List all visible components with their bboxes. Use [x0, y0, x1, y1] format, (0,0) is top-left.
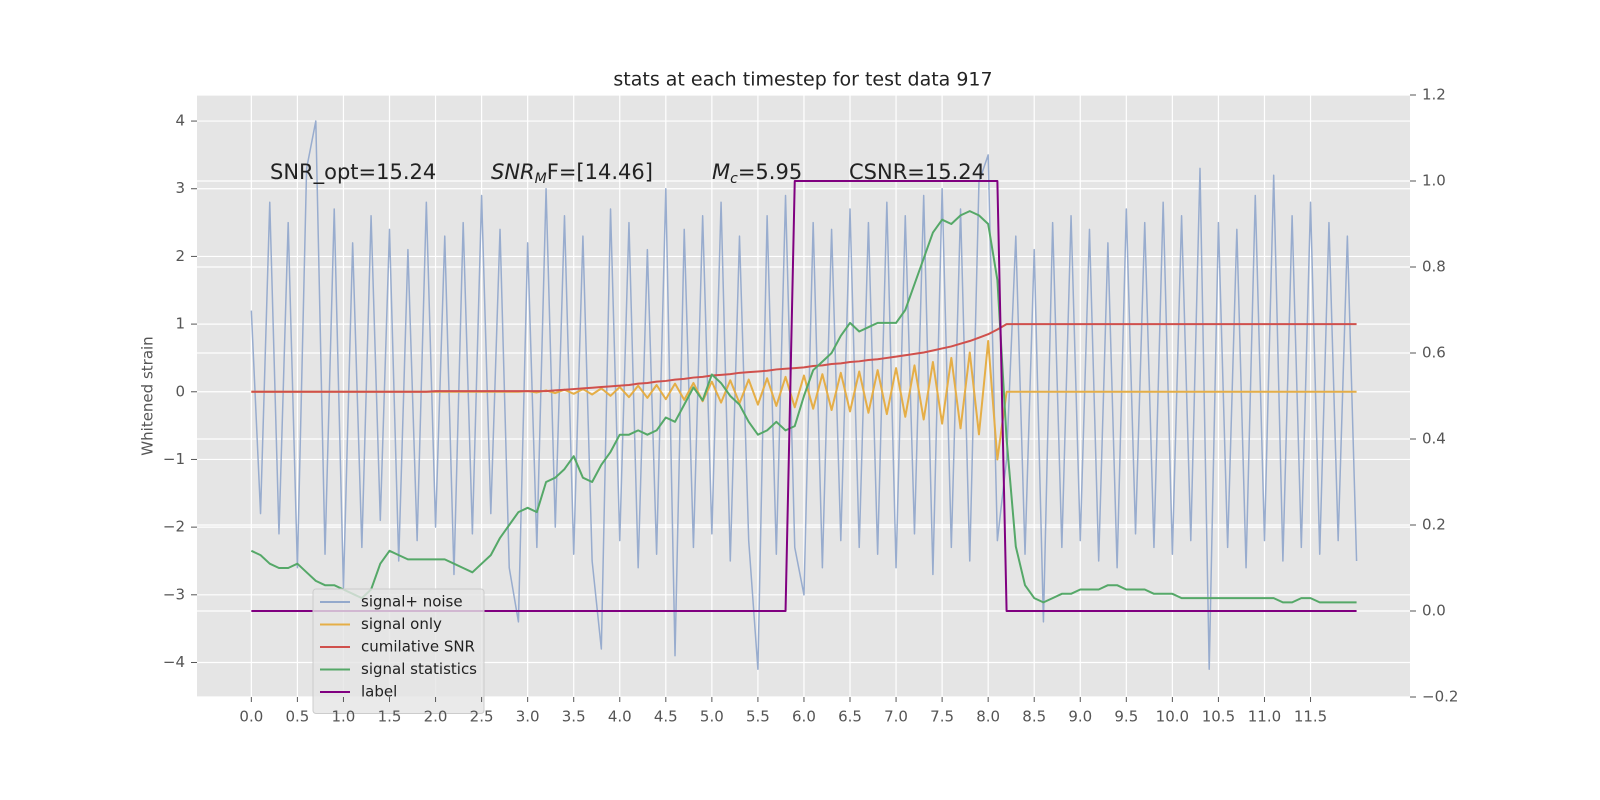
x-tick-label: 3.0: [516, 708, 540, 726]
x-tick-label: 7.0: [884, 708, 908, 726]
x-tick-label: 8.5: [1022, 708, 1046, 726]
x-tick-label: 0.0: [239, 708, 263, 726]
y-tick-label: 1: [175, 315, 185, 333]
x-tick-label: 10.0: [1156, 708, 1189, 726]
x-tick-label: 7.5: [930, 708, 954, 726]
y2-tick-label: 0.8: [1422, 258, 1446, 276]
x-tick-label: 1.5: [378, 708, 402, 726]
annotation: SNR_opt=15.24: [270, 160, 436, 185]
x-tick-label: 9.0: [1068, 708, 1092, 726]
x-tick-label: 2.0: [424, 708, 448, 726]
y2-tick-label: 0.4: [1422, 430, 1446, 448]
y-tick-label: 0: [175, 382, 185, 400]
legend-box: [312, 588, 485, 714]
legend-label: signal+ noise: [361, 593, 463, 611]
y2-tick-label: −0.2: [1422, 688, 1458, 706]
x-tick-label: 11.5: [1294, 708, 1327, 726]
annotation-part: =5.95: [738, 160, 802, 184]
y2-tick-label: 1.0: [1422, 172, 1446, 190]
legend-label: label: [361, 683, 397, 701]
annotation: SNRMF=[14.46]: [491, 160, 653, 187]
y-tick-label: −3: [163, 585, 185, 603]
x-tick-label: 6.5: [838, 708, 862, 726]
annotation-part: c: [730, 171, 738, 187]
x-tick-label: 2.5: [470, 708, 494, 726]
legend-label: cumilative SNR: [361, 638, 475, 656]
x-tick-label: 5.0: [700, 708, 724, 726]
legend-label: signal statistics: [361, 660, 477, 678]
y-tick-label: −2: [163, 518, 185, 536]
x-tick-label: 0.5: [285, 708, 309, 726]
y-tick-label: 4: [175, 112, 185, 130]
y2-tick-label: 1.2: [1422, 86, 1446, 104]
y-tick-label: 3: [175, 179, 185, 197]
y-tick-label: −4: [163, 653, 185, 671]
x-tick-label: 4.5: [654, 708, 678, 726]
y2-tick-label: 0.6: [1422, 344, 1446, 362]
annotation-part: SNR: [491, 160, 535, 184]
x-tick-label: 10.5: [1202, 708, 1235, 726]
x-tick-label: 6.0: [792, 708, 816, 726]
y-axis-label: Whitened strain: [139, 336, 157, 455]
annotation: Mc=5.95: [712, 160, 802, 187]
x-tick-label: 11.0: [1248, 708, 1281, 726]
x-tick-label: 3.5: [562, 708, 586, 726]
series-line: [250, 210, 1357, 604]
x-tick-label: 1.0: [332, 708, 356, 726]
y-tick-label: −1: [163, 450, 185, 468]
annotation: CSNR=15.24: [849, 160, 985, 184]
x-tick-label: 4.0: [608, 708, 632, 726]
y2-tick-label: 0.2: [1422, 516, 1446, 534]
annotation-part: M: [535, 171, 547, 187]
y2-tick-label: 0.0: [1422, 602, 1446, 620]
y-tick-label: 2: [175, 247, 185, 265]
series-line: [251, 323, 1357, 393]
annotation-part: M: [712, 160, 730, 184]
chart-title: stats at each timestep for test data 917: [613, 69, 992, 91]
legend-label: signal only: [361, 615, 442, 633]
series-line: [250, 120, 1358, 670]
x-tick-label: 8.0: [976, 708, 1000, 726]
annotation-part: F=[14.46]: [547, 160, 653, 184]
x-tick-label: 5.5: [746, 708, 770, 726]
x-tick-label: 9.5: [1114, 708, 1138, 726]
